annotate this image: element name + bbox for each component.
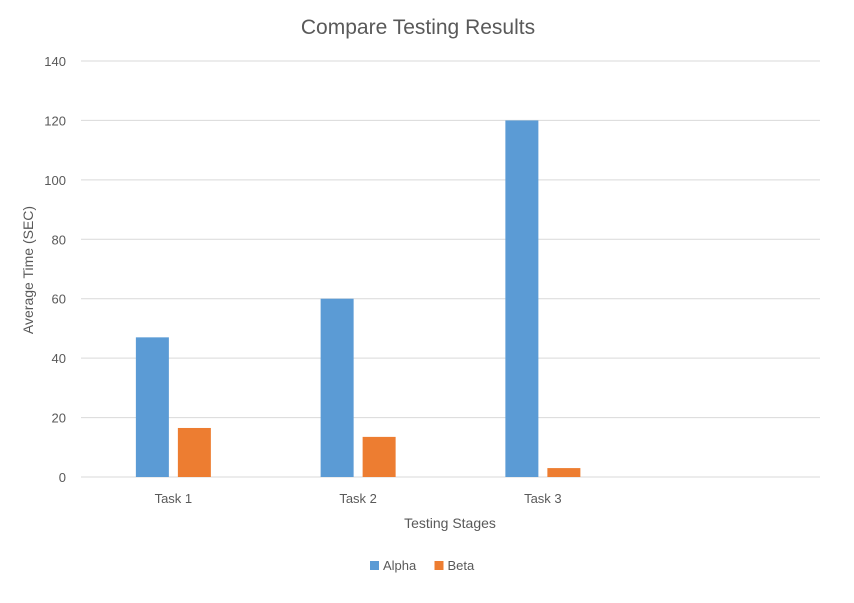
y-axis-ticks: 0 20 40 60 80 100 120 140 <box>44 54 66 485</box>
x-axis-title: Testing Stages <box>404 515 496 531</box>
legend-label: Alpha <box>383 558 417 573</box>
legend-swatch <box>434 561 444 570</box>
legend-item-beta[interactable]: Beta <box>434 558 476 573</box>
x-tick-label: Task 3 <box>524 491 562 506</box>
x-tick-label: Task 2 <box>339 491 377 506</box>
bar-beta-2 <box>362 436 396 477</box>
legend: Alpha Beta <box>370 558 475 573</box>
bar-alpha-3 <box>505 120 539 477</box>
y-tick-label: 40 <box>52 351 66 366</box>
bars <box>135 120 581 477</box>
bar-alpha-1 <box>135 337 169 477</box>
y-tick-label: 80 <box>52 232 66 247</box>
y-axis-title: Average Time (SEC) <box>20 206 36 334</box>
y-tick-label: 20 <box>52 411 66 426</box>
chart-title: Compare Testing Results <box>301 16 535 39</box>
bar-beta-3 <box>547 468 581 477</box>
gridlines <box>81 60 820 478</box>
legend-label: Beta <box>448 558 476 573</box>
bar-alpha-2 <box>320 298 354 477</box>
legend-swatch <box>370 561 379 570</box>
y-tick-label: 140 <box>44 54 66 69</box>
x-axis-ticks: Task 1 Task 2 Task 3 <box>155 491 562 506</box>
y-tick-label: 0 <box>59 470 66 485</box>
x-tick-label: Task 1 <box>155 491 193 506</box>
y-tick-label: 120 <box>44 113 66 128</box>
bar-beta-1 <box>177 427 211 477</box>
y-tick-label: 100 <box>44 173 66 188</box>
legend-item-alpha[interactable]: Alpha <box>370 558 417 573</box>
y-tick-label: 60 <box>52 292 66 307</box>
